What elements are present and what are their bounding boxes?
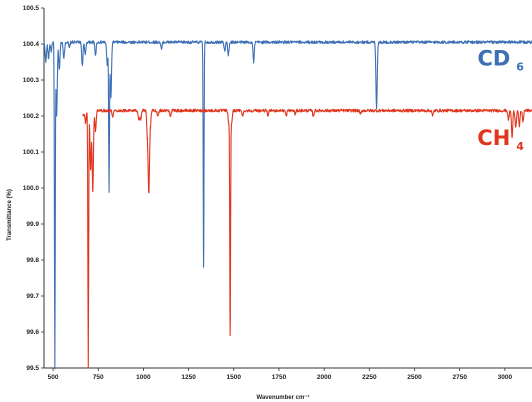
series-line-cd xyxy=(43,40,532,370)
y-tick-label: 100.2 xyxy=(23,113,40,120)
y-tick-label: 99.5 xyxy=(26,365,39,372)
chart-axes xyxy=(43,8,532,369)
series-group xyxy=(43,40,532,370)
x-tick-label: 3000 xyxy=(498,374,513,381)
x-tick-label: 2000 xyxy=(317,374,332,381)
y-tick-label: 99.8 xyxy=(26,257,39,264)
x-axis-ticks: 500 750 1000 1250 1500 1750 2000 2250 2500 2750 30… xyxy=(48,368,513,381)
x-tick-label: 750 xyxy=(93,374,104,381)
series-label-ch: CH xyxy=(477,126,510,150)
y-tick-label: 100.5 xyxy=(23,5,40,12)
y-tick-label: 99.6 xyxy=(26,329,39,336)
x-tick-label: 1000 xyxy=(136,374,151,381)
x-tick-label: 2250 xyxy=(362,374,377,381)
series-label-subscript: 4 xyxy=(516,140,524,153)
y-tick-label: 100.3 xyxy=(23,77,40,84)
y-tick-label: 99.9 xyxy=(26,221,39,228)
x-axis-label: Wavenumber cm⁻¹ xyxy=(257,394,310,401)
y-axis-ticks: 99.5 99.6 99.7 99.8 99.9 100.0 100.1 100.2 100.3… xyxy=(23,5,44,372)
y-tick-label: 100.4 xyxy=(23,41,40,48)
y-tick-label: 99.7 xyxy=(26,293,39,300)
series-line-ch xyxy=(82,108,532,369)
x-tick-label: 2500 xyxy=(407,374,422,381)
series-label-cd: CD xyxy=(477,47,510,71)
x-tick-label: 1750 xyxy=(272,374,287,381)
y-tick-label: 100.0 xyxy=(23,185,40,192)
y-tick-label: 100.1 xyxy=(23,149,40,156)
x-tick-label: 500 xyxy=(48,374,59,381)
series-label-subscript: 6 xyxy=(516,61,524,74)
x-tick-label: 1250 xyxy=(181,374,196,381)
x-tick-label: 2750 xyxy=(452,374,467,381)
y-axis-label: Transmittance (%) xyxy=(7,189,13,241)
x-tick-label: 1500 xyxy=(227,374,242,381)
series-labels: CD 6 CH 4 xyxy=(477,47,524,153)
